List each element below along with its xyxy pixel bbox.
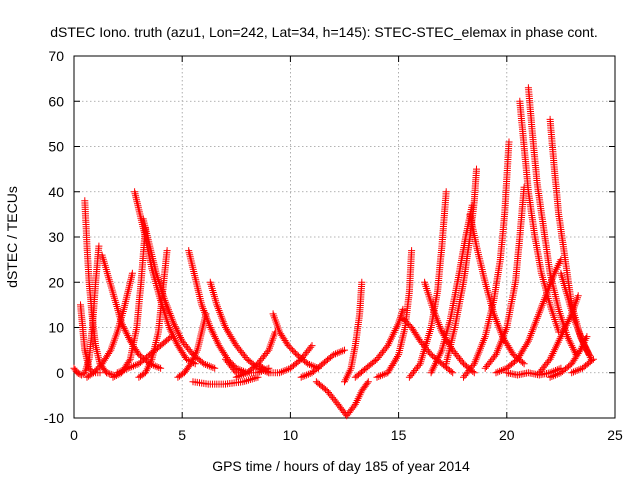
series-arc22 xyxy=(351,305,407,381)
series-arc36 xyxy=(503,364,565,379)
series-arc16 xyxy=(269,310,322,372)
series-markers xyxy=(341,278,366,386)
series-arc31 xyxy=(481,183,528,372)
series-markers xyxy=(460,138,513,381)
series-arc32 xyxy=(516,97,563,336)
x-tick-label: 15 xyxy=(391,427,407,443)
series-arc05 xyxy=(98,251,165,372)
y-tick-label: -10 xyxy=(44,410,64,426)
series-markers xyxy=(297,346,348,381)
series-arc18 xyxy=(232,364,273,381)
series-markers xyxy=(98,251,165,372)
series-arc17 xyxy=(254,342,316,377)
series-arc26 xyxy=(405,188,450,381)
series-arc04 xyxy=(83,269,136,381)
series-arc24 xyxy=(399,314,457,377)
series-markers xyxy=(312,378,372,420)
series-markers xyxy=(373,247,416,381)
series-arc35 xyxy=(492,256,565,377)
chart-title: dSTEC Iono. truth (azu1, Lon=242, Lat=34… xyxy=(50,24,597,40)
series-markers xyxy=(405,188,450,381)
y-tick-label: 50 xyxy=(48,139,64,155)
series-markers xyxy=(535,292,582,377)
x-tick-label: 0 xyxy=(70,427,78,443)
series-markers xyxy=(492,256,565,377)
series-markers xyxy=(568,355,597,377)
x-tick-label: 5 xyxy=(178,427,186,443)
y-tick-label: 10 xyxy=(48,320,64,336)
series-markers xyxy=(442,165,480,368)
series-markers xyxy=(503,364,565,379)
x-axis-label: GPS time / hours of day 185 of year 2014 xyxy=(212,458,470,474)
series-arc23 xyxy=(373,247,416,381)
series-arc28 xyxy=(442,165,480,368)
series-arc20 xyxy=(312,378,372,420)
y-tick-label: 20 xyxy=(48,274,64,290)
grid-lines xyxy=(74,56,615,418)
series-markers xyxy=(351,305,407,381)
x-tick-label: 25 xyxy=(607,427,623,443)
series-markers xyxy=(481,183,528,372)
data-points xyxy=(70,84,597,420)
axis-tick-labels: 0 5 10 15 20 25 -10 0 10 20 30 40 50 60 70 xyxy=(44,48,623,443)
series-markers xyxy=(185,247,251,377)
x-tick-label: 20 xyxy=(499,427,515,443)
series-arc10 xyxy=(113,333,175,377)
y-tick-label: 40 xyxy=(48,184,64,200)
series-markers xyxy=(189,373,262,388)
series-markers xyxy=(83,269,136,381)
series-arc12 xyxy=(206,278,273,377)
series-arc38 xyxy=(546,333,591,381)
series-arc40 xyxy=(568,355,597,377)
series-markers xyxy=(399,314,457,377)
y-tick-label: 0 xyxy=(56,365,64,381)
series-markers xyxy=(113,333,175,377)
series-arc21 xyxy=(341,278,366,386)
series-arc14 xyxy=(189,373,262,388)
y-tick-label: 60 xyxy=(48,93,64,109)
series-arc13 xyxy=(174,310,210,381)
series-markers xyxy=(546,333,591,381)
series-markers xyxy=(254,342,316,377)
axis-ticks xyxy=(73,55,616,419)
y-axis-label: dSTEC / TECUs xyxy=(4,186,20,288)
series-arc11 xyxy=(185,247,251,377)
series-arc39 xyxy=(535,292,582,377)
series-markers xyxy=(206,278,273,377)
y-tick-label: 30 xyxy=(48,229,64,245)
series-markers xyxy=(516,97,563,336)
series-arc19 xyxy=(297,346,348,381)
y-tick-label: 70 xyxy=(48,48,64,64)
x-tick-label: 10 xyxy=(283,427,299,443)
series-markers xyxy=(232,364,273,381)
series-markers xyxy=(174,310,210,381)
series-markers xyxy=(269,310,322,372)
series-arc30 xyxy=(460,138,513,381)
